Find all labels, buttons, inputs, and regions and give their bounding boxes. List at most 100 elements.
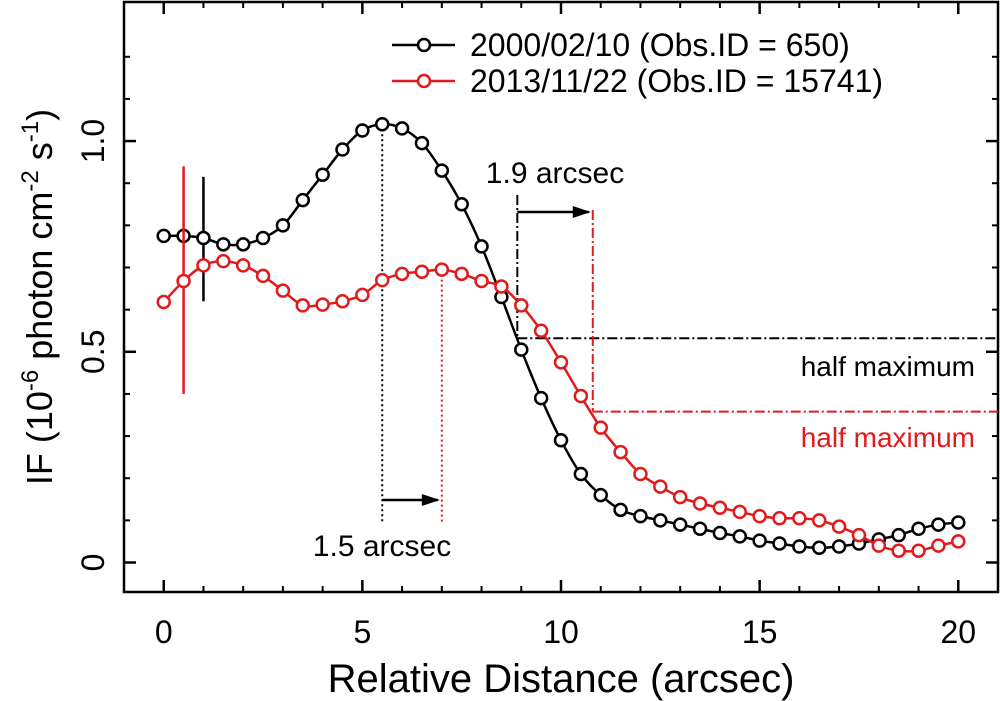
data-point-red-23: [613, 444, 628, 460]
data-point-red-21: [573, 388, 589, 404]
data-point-red-30: [752, 508, 767, 524]
series-line-red: [162, 259, 959, 553]
data-point-red-31: [772, 511, 787, 526]
axis-ticks: 0 5 10 15 20 0 0.5 1.0: [75, 2, 999, 650]
half-max-label-red: half maximum: [801, 422, 975, 453]
data-point-black-22: [593, 487, 608, 503]
data-point-red-24: [633, 466, 648, 482]
data-point-black-18: [514, 342, 529, 357]
y-axis-label-part-4: ): [19, 109, 60, 121]
data-point-black-37: [891, 527, 906, 543]
data-point-red-0: [156, 294, 171, 310]
data-point-red-15: [454, 266, 469, 282]
data-point-red-2: [196, 258, 211, 273]
annotations: 1.5 arcsec 1.9 arcsec half maximum half max…: [313, 124, 998, 563]
y-axis-label-sup-1: -6: [17, 370, 44, 391]
data-point-black-40: [951, 515, 966, 530]
data-point-red-37: [891, 543, 906, 558]
data-point-red-20: [553, 355, 569, 370]
data-point-red-40: [951, 534, 966, 549]
data-point-black-33: [811, 540, 827, 555]
x-tick-label-1: 5: [353, 614, 371, 650]
data-point-red-14: [434, 262, 450, 277]
data-point-red-8: [315, 297, 330, 312]
data-point-red-7: [295, 298, 311, 313]
data-point-red-39: [931, 538, 946, 553]
series-layer: [156, 116, 966, 558]
data-point-red-5: [255, 268, 271, 284]
data-point-red-3: [216, 253, 231, 269]
data-point-black-32: [792, 539, 807, 554]
data-point-black-13: [414, 135, 430, 151]
data-point-black-11: [374, 116, 390, 132]
data-point-black-3: [216, 237, 231, 252]
data-point-red-9: [335, 293, 350, 309]
data-point-black-24: [633, 508, 648, 524]
y-tick-label-1: 0.5: [75, 330, 111, 374]
y-tick-label-2: 1.0: [75, 119, 111, 163]
data-point-red-29: [732, 504, 748, 520]
data-point-red-17: [494, 279, 509, 294]
data-point-red-11: [374, 272, 390, 288]
data-point-black-0: [156, 228, 171, 244]
data-point-red-22: [593, 420, 608, 435]
data-point-red-34: [831, 519, 847, 534]
data-point-red-32: [792, 511, 807, 526]
peak-shift-label: 1.5 arcsec: [313, 530, 451, 563]
data-point-black-10: [355, 123, 370, 138]
y-axis-label-part-1: IF (10: [19, 391, 60, 485]
data-point-black-5: [255, 230, 271, 246]
data-point-red-10: [355, 287, 370, 303]
y-axis-label-sup-3: -1: [17, 121, 44, 142]
y-tick-label-0: 0: [75, 554, 111, 572]
data-point-black-27: [692, 521, 708, 537]
legend-label-black: 2000/02/10 (Obs.ID = 650): [470, 27, 850, 63]
data-point-black-28: [712, 525, 728, 541]
data-point-black-8: [315, 167, 330, 183]
data-point-black-6: [275, 218, 291, 233]
y-axis-label-sup-2: -2: [17, 170, 44, 191]
halfmax-shift-arrow-head: [572, 206, 591, 218]
data-point-black-34: [831, 539, 847, 554]
data-point-black-21: [573, 466, 589, 482]
data-point-black-31: [772, 536, 787, 551]
y-axis-label-part-2: photon cm: [19, 192, 60, 370]
data-point-red-25: [653, 479, 668, 494]
y-axis-label: IF (10-6 photon cm-2 s-1): [17, 109, 60, 485]
data-point-black-16: [474, 239, 489, 254]
data-point-black-15: [454, 197, 469, 212]
halfmax-shift-label: 1.9 arcsec: [486, 157, 624, 190]
legend: 2000/02/10 (Obs.ID = 650) 2013/11/22 (Ob…: [392, 27, 883, 99]
half-max-label-black: half maximum: [801, 351, 975, 382]
data-point-red-33: [811, 513, 827, 528]
data-point-red-1: [176, 273, 191, 289]
data-point-black-20: [553, 433, 569, 448]
data-point-red-27: [692, 496, 708, 511]
data-point-black-9: [335, 142, 350, 157]
data-point-black-12: [394, 121, 410, 136]
x-tick-label-3: 15: [742, 614, 778, 650]
data-point-black-23: [613, 502, 628, 518]
legend-marker-black: [416, 37, 432, 53]
data-point-red-6: [275, 283, 291, 298]
data-point-black-14: [434, 163, 450, 178]
data-point-red-35: [851, 527, 867, 543]
data-point-red-13: [414, 264, 430, 279]
x-tick-label-2: 10: [543, 614, 579, 650]
data-point-black-38: [911, 521, 926, 537]
data-point-red-36: [871, 538, 887, 553]
data-point-black-19: [533, 390, 549, 406]
data-point-black-4: [235, 237, 251, 252]
data-point-black-25: [653, 513, 668, 528]
data-point-red-12: [394, 266, 410, 282]
legend-label-red: 2013/11/22 (Obs.ID = 15741): [470, 63, 883, 99]
data-point-red-16: [474, 273, 489, 289]
x-axis-label: Relative Distance (arcsec): [328, 657, 795, 701]
y-axis-label-part-3: s: [19, 142, 60, 170]
x-tick-label-0: 0: [155, 614, 173, 650]
legend-marker-red: [416, 73, 432, 89]
data-point-red-28: [712, 500, 728, 515]
data-point-black-39: [931, 517, 946, 532]
x-tick-label-4: 20: [940, 614, 976, 650]
